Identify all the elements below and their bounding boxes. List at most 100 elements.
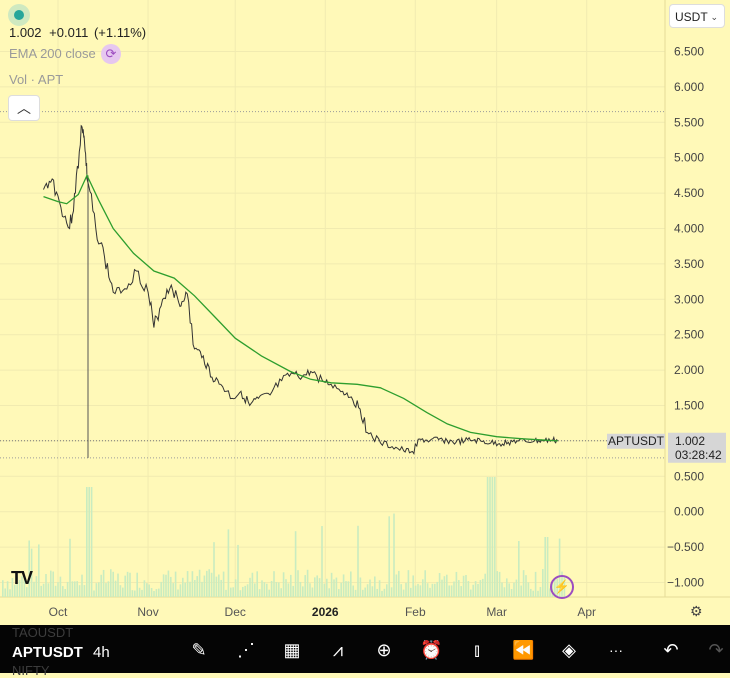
volume-bar [21,576,23,597]
price-series-line [43,124,559,456]
volume-bar [117,573,119,597]
volume-bar [172,583,174,597]
interval-button[interactable]: 4h [93,644,110,661]
volume-bar [467,581,470,597]
volume-bar [407,570,410,597]
y-tick-label: 5.000 [674,151,704,165]
volume-bar [208,569,210,597]
volume-bar [422,579,424,597]
volume-bar [42,583,45,597]
volume-bar [429,587,431,597]
add-icon[interactable]: ⊕ [376,640,392,660]
volume-bar [309,583,311,597]
volume-bar [40,585,42,597]
volume-bar [350,571,352,597]
y-tick-label: 4.500 [674,186,704,200]
volume-bar [333,579,335,597]
volume-bar [194,580,196,597]
volume-bar [66,581,69,597]
volume-bar [134,590,136,597]
volume-bar [18,580,21,597]
volume-bar [342,574,345,597]
volume-bar [299,581,302,597]
volume-bar [311,587,314,597]
volume-bar [102,569,105,597]
volume-bar [2,580,4,597]
volume-bar [527,582,530,597]
price-legend: 1.002 +0.011 (+1.11%) [9,25,146,40]
volume-bar [558,538,561,597]
volume-bar [357,525,359,597]
settings-icon[interactable]: ⚙ [690,603,703,619]
compare-icon[interactable]: ⩘ [332,640,344,660]
volume-bar [489,477,491,597]
volume-bar [318,578,321,597]
redo-icon[interactable]: ↷ [708,640,724,660]
volume-bar [395,574,398,597]
price-chart[interactable]: 6.500 6.000 5.500 5.000 4.500 4.000 3.500 3.000… [0,0,730,625]
y-tick-label: 1.500 [674,399,704,413]
volume-bar [105,583,107,597]
volume-bar [532,590,534,597]
volume-bar [335,577,338,597]
volume-bars [2,477,566,597]
undo-icon[interactable]: ↶ [663,640,679,660]
alert-icon[interactable]: ⏰ [420,640,443,660]
lightning-icon[interactable]: ⚡ [550,575,574,599]
volume-bar [518,541,520,597]
indicators-icon[interactable]: ⋰ [237,640,255,660]
candles-icon[interactable]: ⫾ [474,640,480,660]
legend-change: +0.011 [49,25,89,40]
next-symbol-ghost: NIFTY [12,663,50,678]
volume-bar [302,586,304,597]
volume-bar [402,589,405,597]
volume-bar [278,582,280,597]
volume-bar [410,587,412,597]
market-status-icon [8,4,30,26]
volume-bar [362,589,364,597]
volume-bar [330,572,333,597]
volume-bar [203,575,206,597]
volume-bar [177,589,179,597]
volume-bar [184,582,186,597]
volume-bar [414,585,417,597]
symbol-tag-bg [607,433,665,449]
volume-bar [477,583,479,597]
layers-icon[interactable]: ◈ [562,640,576,660]
volume-bar [191,571,194,597]
chevron-up-icon: ︿ [17,100,31,116]
bottom-toolbar: TAOUSDT APTUSDT NIFTY 4h ✎ ⋰ ▦ ⩘ ⊕ ⏰ ⫾ ⏪ ◈ ··· ↶ ↷ [0,625,730,678]
currency-select[interactable]: USDT ⌄ [669,4,725,28]
chart-area[interactable]: 6.500 6.000 5.500 5.000 4.500 4.000 3.500 3.000… [0,0,730,625]
ema-indicator-label[interactable]: EMA 200 close [9,46,96,61]
volume-bar [448,585,450,597]
volume-bar [268,589,270,597]
volume-bar [462,575,465,597]
volume-bar [6,581,9,597]
volume-indicator-label[interactable]: Vol · APT [9,72,64,87]
x-tick-label: Apr [577,605,596,619]
y-tick-label: 3.000 [674,292,704,306]
volume-bar [496,571,498,597]
refresh-icon[interactable]: ⟳ [101,44,121,64]
more-icon[interactable]: ··· [609,642,623,658]
volume-bar [215,576,218,597]
y-tick-label: 6.000 [674,80,704,94]
volume-bar [530,588,532,597]
volume-bar [306,569,309,597]
volume-bar [131,590,134,597]
replay-icon[interactable]: ⏪ [512,640,535,660]
collapse-legend-button[interactable]: ︿ [8,95,40,121]
layout-grid-icon[interactable]: ▦ [283,640,301,660]
volume-bar [371,586,374,597]
price-tag: 1.002 [675,434,705,448]
volume-bar [460,586,462,597]
volume-bar [366,584,369,597]
symbol-button[interactable]: APTUSDT [12,644,83,661]
volume-bar [26,587,28,597]
volume-bar [126,571,129,597]
pencil-icon[interactable]: ✎ [191,640,207,660]
volume-bar [14,584,16,597]
volume-bar [114,580,117,597]
price-tag-bg [668,432,726,463]
